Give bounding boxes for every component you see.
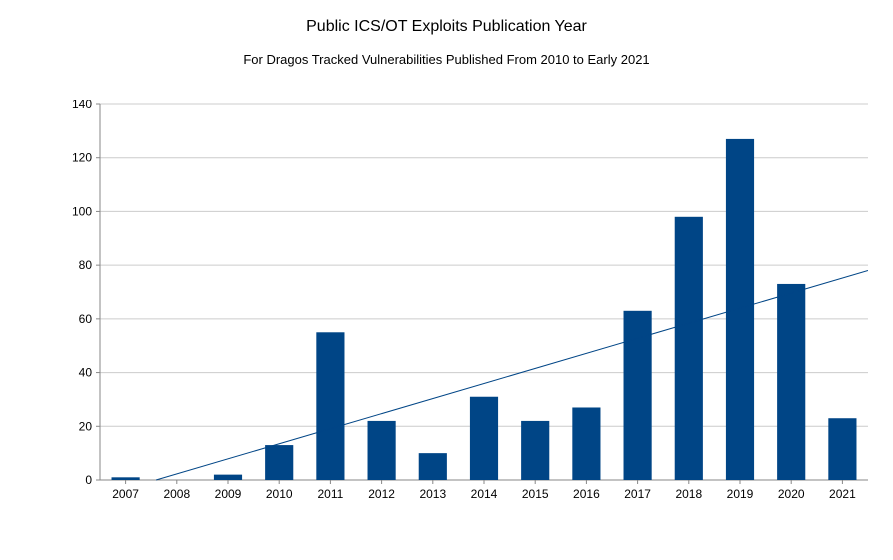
bar xyxy=(470,397,498,480)
chart-title: Public ICS/OT Exploits Publication Year xyxy=(0,0,893,36)
bar xyxy=(368,421,396,480)
chart-plot-area: 0 20 40 60 80 100 120 140 2007 2008 2009 2010 2011 2… xyxy=(70,100,868,500)
bar xyxy=(265,445,293,480)
bar xyxy=(316,332,344,480)
y-tick-label: 60 xyxy=(79,312,93,326)
bar xyxy=(419,453,447,480)
bar xyxy=(521,421,549,480)
y-tick-label: 80 xyxy=(79,258,93,272)
x-tick-label: 2011 xyxy=(317,487,343,500)
x-tick-label: 2012 xyxy=(368,487,395,500)
x-tick-label: 2008 xyxy=(163,487,190,500)
x-tick-label: 2020 xyxy=(778,487,805,500)
x-tick-label: 2009 xyxy=(215,487,242,500)
bar xyxy=(112,477,140,480)
bar xyxy=(572,407,600,480)
chart-subtitle: For Dragos Tracked Vulnerabilities Publi… xyxy=(0,36,893,67)
y-tick-label: 120 xyxy=(72,151,92,165)
bar xyxy=(624,311,652,480)
bar xyxy=(777,284,805,480)
x-tick-label: 2019 xyxy=(727,487,754,500)
x-tick-label: 2010 xyxy=(266,487,293,500)
y-tick-label: 0 xyxy=(85,473,92,487)
x-tick-label: 2021 xyxy=(829,487,856,500)
x-tick-label: 2017 xyxy=(624,487,651,500)
x-tick-label: 2018 xyxy=(675,487,702,500)
x-tick-label: 2013 xyxy=(419,487,446,500)
trend-line xyxy=(156,271,868,480)
x-tick-label: 2016 xyxy=(573,487,600,500)
y-tick-label: 40 xyxy=(79,366,93,380)
y-tick-label: 100 xyxy=(72,204,92,218)
x-tick-label: 2015 xyxy=(522,487,549,500)
y-tick-label: 140 xyxy=(72,100,92,111)
bar xyxy=(726,139,754,480)
x-tick-label: 2014 xyxy=(471,487,498,500)
y-tick-label: 20 xyxy=(79,419,93,433)
bar xyxy=(828,418,856,480)
bar xyxy=(214,475,242,480)
x-tick-label: 2007 xyxy=(112,487,139,500)
bar xyxy=(675,217,703,480)
